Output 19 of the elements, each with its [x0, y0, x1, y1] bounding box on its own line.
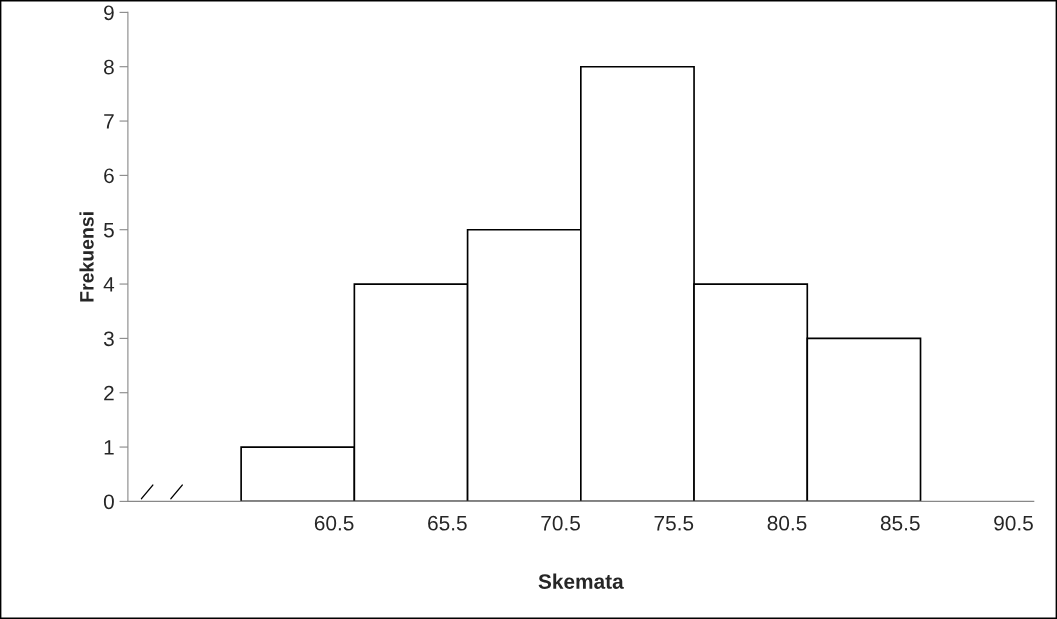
- y-tick-label: 6: [104, 168, 114, 184]
- y-tick-label: 0: [103, 494, 114, 510]
- x-tick-label: 75.5: [654, 516, 694, 531]
- x-tick-label: 90.5: [994, 515, 1033, 531]
- x-tick-label: 65.5: [428, 515, 467, 531]
- y-tick-label: 5: [103, 222, 114, 238]
- x-tick-label: 80.5: [767, 515, 807, 531]
- y-tick-label: 9: [104, 5, 114, 21]
- y-tick-label: 7: [104, 114, 114, 129]
- y-tick-label: 1: [104, 440, 114, 455]
- y-tick-label: 4: [103, 277, 115, 292]
- y-axis-title: Frekuensi: [79, 212, 94, 302]
- y-tick-label: 3: [103, 331, 114, 347]
- x-tick-label: 60.5: [314, 515, 354, 531]
- x-tick-label: 70.5: [541, 515, 580, 531]
- x-axis-title: Skemata: [538, 573, 624, 589]
- y-tick-label: 2: [104, 385, 114, 401]
- y-tick-label: 8: [104, 59, 114, 75]
- x-tick-label: 85.5: [880, 515, 920, 531]
